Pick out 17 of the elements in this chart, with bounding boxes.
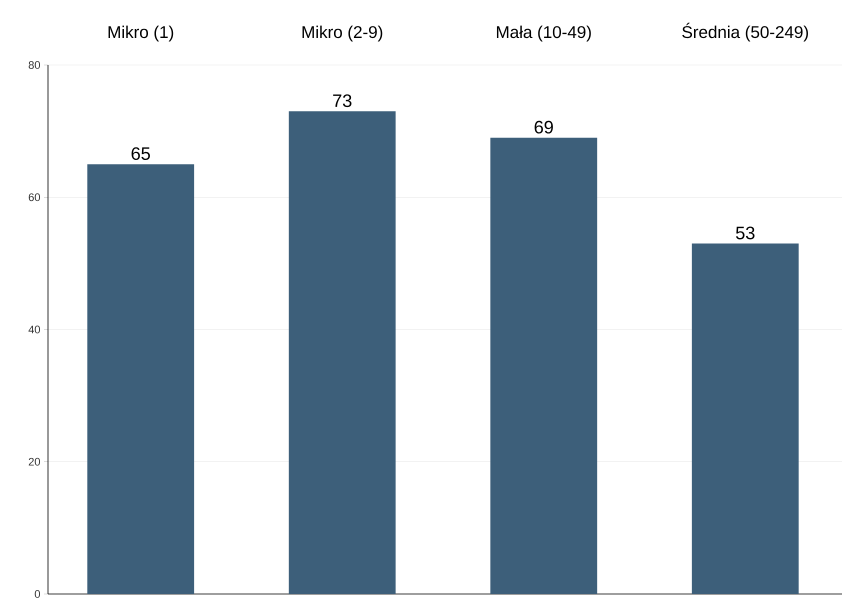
x-tick-label: Mikro (2-9) — [302, 26, 382, 42]
data-label: 53 — [736, 226, 754, 240]
bar — [692, 244, 799, 594]
y-tick-label: 0 — [34, 590, 40, 598]
bar — [490, 138, 598, 594]
data-label: 69 — [534, 120, 553, 134]
y-tick-label: 20 — [28, 458, 40, 466]
y-tick-label: 60 — [28, 193, 40, 202]
x-tick-label: Średnia (50-249) — [682, 22, 808, 42]
bar — [87, 164, 194, 594]
data-label: 65 — [132, 147, 150, 160]
y-tick-label: 80 — [28, 61, 40, 69]
x-tick-label: Mała (10-49) — [496, 26, 591, 42]
bar — [288, 111, 396, 594]
x-tick-label: Mikro (1) — [108, 26, 174, 42]
data-label: 73 — [333, 94, 352, 108]
y-tick-label: 40 — [28, 326, 40, 334]
